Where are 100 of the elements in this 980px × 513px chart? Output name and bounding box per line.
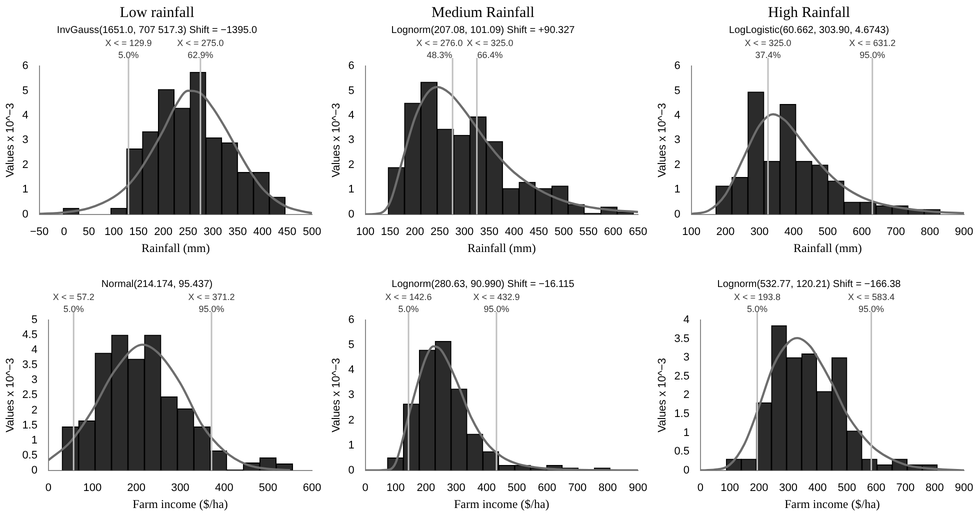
x-tick-label: 300: [455, 226, 474, 238]
y-tick-label: 3: [22, 134, 28, 146]
x-tick-label: 50: [82, 226, 96, 238]
y-tick-label: 1: [31, 434, 38, 446]
y-tick-label: 3: [348, 134, 354, 146]
y-tick-label: 1.5: [22, 419, 38, 432]
x-tick-label: 500: [818, 226, 837, 238]
x-tick-label: 300: [447, 482, 466, 494]
x-tick-label: 400: [477, 482, 496, 494]
x-tick-label: 500: [838, 482, 856, 494]
x-axis-title: Rainfall (mm): [793, 240, 862, 255]
y-tick-label: 0: [31, 464, 38, 476]
x-tick-label: 0: [362, 482, 368, 494]
x-tick-label: 600: [604, 226, 622, 238]
ref-line-label: X < = 57.2 5.0%: [52, 292, 94, 314]
y-tick-label: 0.5: [674, 446, 690, 458]
x-tick-label: 0: [61, 226, 68, 238]
y-tick-label: 2: [683, 389, 690, 402]
x-tick-label: 100: [83, 482, 102, 494]
x-tick-label: 200: [406, 226, 424, 238]
y-tick-label: 1: [348, 184, 354, 196]
x-tick-label: 700: [568, 482, 587, 494]
x-tick-label: 200: [416, 482, 436, 494]
x-axis-title: Farm income ($/ha): [454, 496, 550, 511]
chart-title: High Rainfall: [768, 4, 850, 21]
y-axis-title: Values x 10^−3: [330, 358, 343, 432]
y-axis-title: Values x 10^−3: [656, 103, 669, 178]
ref-line-label: X < = 275.0 62.9%: [177, 38, 224, 60]
ref-line-label: X < = 631.2 95.0%: [849, 38, 896, 60]
x-tick-label: 700: [886, 226, 906, 238]
x-tick-label: 200: [154, 226, 172, 238]
chart-subtitle: Normal(214.174, 95.437): [101, 278, 213, 290]
x-tick-label: 400: [504, 226, 524, 238]
x-tick-label: 400: [253, 226, 272, 238]
y-tick-label: 3: [674, 134, 680, 146]
y-tick-label: 1: [22, 184, 28, 196]
y-tick-label: 6: [348, 60, 354, 72]
y-tick-label: 6: [22, 60, 28, 72]
x-tick-label: 800: [598, 482, 617, 494]
x-tick-label: 900: [954, 226, 974, 238]
x-tick-label: 250: [178, 226, 198, 238]
x-axis-title: Rainfall (mm): [467, 240, 536, 255]
y-tick-label: 3: [683, 352, 690, 364]
y-tick-label: 1: [348, 439, 354, 452]
x-tick-label: 600: [852, 226, 871, 238]
ref-line-label: X < = 325.0 66.4%: [466, 38, 514, 60]
ref-line-label: X < = 276.0 48.3%: [416, 38, 463, 60]
y-tick-label: 4: [22, 110, 28, 122]
ref-line-label: X < = 129.9 5.0%: [105, 38, 152, 60]
x-axis-title: Rainfall (mm): [141, 240, 210, 255]
y-tick-label: 5: [674, 84, 680, 97]
y-tick-label: 2.5: [22, 389, 38, 402]
x-tick-label: 600: [302, 482, 322, 494]
chart-subtitle: InvGauss(1651.0, 707 517.3) Shift = −1395.0: [56, 24, 258, 36]
x-tick-label: 300: [779, 482, 798, 494]
y-tick-label: 0: [22, 208, 28, 220]
x-tick-label: 0: [697, 482, 704, 494]
x-tick-label: 100: [104, 226, 123, 238]
x-tick-label: 200: [716, 226, 735, 238]
y-tick-label: 5: [22, 84, 28, 97]
y-tick-label: 2: [348, 158, 354, 171]
x-tick-label: 200: [750, 482, 768, 494]
x-tick-label: 300: [171, 482, 190, 494]
chart-subtitle: LogLogistic(60.662, 303.90, 4.6743): [728, 24, 890, 36]
y-axis-title: Values x 10^−3: [656, 358, 669, 432]
y-tick-label: 2: [674, 158, 680, 171]
x-tick-label: 0: [45, 482, 52, 494]
x-tick-label: 300: [750, 226, 769, 238]
y-tick-label: 3: [31, 374, 38, 386]
y-tick-label: 4: [674, 110, 680, 122]
x-tick-label: 400: [808, 482, 827, 494]
y-tick-label: 2: [22, 158, 28, 171]
line-series: [48, 344, 292, 470]
x-axis-title: Farm income ($/ha): [784, 496, 880, 511]
y-tick-label: 3.5: [674, 332, 690, 345]
x-axis-title: Farm income ($/ha): [132, 496, 228, 511]
x-tick-label: 250: [430, 226, 449, 238]
x-tick-label: 400: [784, 226, 803, 238]
y-tick-label: 2: [31, 404, 38, 416]
ref-line-label: X < = 325.0 37.4%: [744, 38, 792, 60]
y-tick-label: 6: [674, 60, 680, 72]
x-tick-label: 600: [866, 482, 886, 494]
y-tick-label: 1: [683, 426, 690, 439]
y-tick-label: 2.5: [674, 370, 690, 382]
x-tick-label: 350: [480, 226, 498, 238]
y-tick-label: 5: [348, 84, 354, 97]
chart-subtitle: Lognorm(280.63, 90.990) Shift = −16.115: [392, 278, 575, 290]
y-tick-label: 4.5: [22, 329, 38, 342]
y-tick-label: 3: [348, 389, 354, 402]
x-tick-label: −50: [30, 226, 49, 238]
y-axis-title: Values x 10^−3: [4, 358, 17, 432]
y-tick-label: 4: [348, 110, 354, 122]
y-tick-label: 2: [348, 414, 354, 426]
x-tick-label: 400: [214, 482, 234, 494]
x-tick-label: 500: [302, 226, 322, 238]
x-tick-label: 900: [954, 482, 974, 494]
x-tick-label: 200: [127, 482, 146, 494]
x-tick-label: 100: [386, 482, 405, 494]
y-tick-label: 3.5: [22, 359, 38, 372]
y-tick-label: 1: [674, 184, 680, 196]
